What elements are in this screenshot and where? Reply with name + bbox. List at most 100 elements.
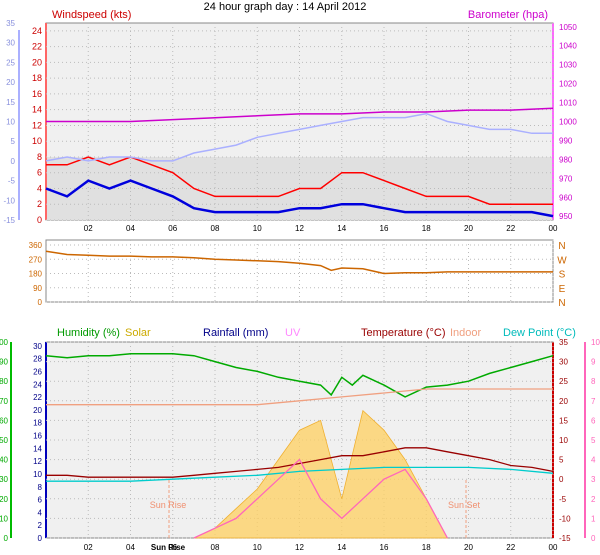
wind-time-tick: 18	[422, 224, 431, 233]
rainfall-tick: 24	[33, 380, 42, 389]
temperature-tick: -5	[559, 495, 567, 504]
uv-tick: 1	[591, 514, 596, 523]
outer-temp-tick: 30	[6, 39, 15, 48]
rainfall-tick: 26	[33, 367, 42, 376]
climate-time-tick: 02	[84, 543, 93, 552]
humidity-legend: Humidity (%)	[57, 327, 120, 339]
uv-ticks: 0 1 2 3 4 5 6 7 8 9 10	[591, 338, 600, 543]
direction-grid	[46, 240, 554, 303]
barometer-tick: 1030	[559, 61, 577, 70]
temperature-tick: 15	[559, 416, 568, 425]
wind-series-line	[45, 179, 554, 218]
direction-tick: 270	[29, 255, 43, 264]
wind-time-tick: 10	[253, 224, 262, 233]
barometer-ticks: 950 960 970 980 990 1000 1010 1020 1030 1040 1050	[559, 23, 577, 221]
outer-temp-tick: -10	[3, 196, 15, 205]
wind-time-tick: 16	[380, 224, 389, 233]
climate-time-tick: 16	[380, 543, 389, 552]
humidity-tick: 60	[0, 416, 9, 425]
wind-time-tick: 06	[168, 224, 177, 233]
direction-line	[45, 250, 553, 275]
windspeed-tick: 2	[37, 199, 42, 209]
humidity-tick: 100	[0, 338, 9, 347]
uv-tick: 4	[591, 456, 596, 465]
humidity-tick: 40	[0, 456, 9, 465]
compass-label: N	[558, 298, 565, 309]
rainfall-tick: 12	[33, 457, 42, 466]
temperature-tick: 20	[559, 397, 568, 406]
temperature-tick: 10	[559, 436, 568, 445]
temperature-tick: 30	[559, 358, 568, 367]
barometer-tick: 980	[559, 155, 573, 164]
rainfall-tick: 28	[33, 355, 42, 364]
rainfall-legend: Rainfall (mm)	[203, 327, 268, 339]
windspeed-tick: 12	[32, 120, 42, 130]
temperature-tick: 35	[559, 338, 568, 347]
wind-panel-grid	[46, 23, 554, 221]
climate-time-tick: 14	[337, 543, 346, 552]
humidity-tick: 10	[0, 514, 9, 523]
direction-series	[45, 250, 553, 275]
barometer-tick: 1010	[559, 99, 577, 108]
uv-tick: 7	[591, 397, 596, 406]
barometer-tick: 950	[559, 212, 573, 221]
climate-series-line	[46, 388, 553, 406]
wind-time-tick: 00	[549, 224, 558, 233]
rainfall-tick: 16	[33, 432, 42, 441]
humidity-ticks: 0 10 20 30 40 50 60 70 80 90 100	[0, 338, 9, 543]
barometer-tick: 960	[559, 193, 573, 202]
wind-time-tick: 22	[506, 224, 515, 233]
windspeed-tick: 14	[32, 105, 42, 115]
rainfall-tick: 14	[33, 444, 42, 453]
rainfall-tick: 30	[33, 342, 42, 351]
wind-time-tick: 02	[84, 224, 93, 233]
climate-grid	[46, 341, 554, 539]
barometer-tick: 1020	[559, 80, 577, 89]
humidity-tick: 80	[0, 377, 9, 386]
windspeed-tick: 6	[37, 168, 42, 178]
rainfall-tick: 4	[38, 508, 43, 517]
outer-temp-tick: 10	[6, 118, 15, 127]
climate-time-tick: 10	[253, 543, 262, 552]
wind-series-line	[46, 107, 554, 123]
outer-temp-ticks: -15 -10 -5 0 5 10 15 20 25 30 35	[3, 19, 15, 225]
outer-temp-tick: 0	[11, 157, 16, 166]
barometer-title: Barometer (hpa)	[468, 9, 548, 21]
climate-time-tick: 18	[422, 543, 431, 552]
barometer-tick: 1040	[559, 42, 577, 51]
windspeed-tick: 20	[32, 57, 42, 67]
windspeed-tick: 4	[37, 183, 42, 193]
windspeed-title: Windspeed (kts)	[52, 9, 131, 21]
climate-time-ticks: 02 04 06 08 10 12 14 16 18 20 22 00	[84, 543, 558, 552]
temperature-tick: 0	[559, 475, 564, 484]
outer-temp-tick: -15	[3, 216, 15, 225]
humidity-tick: 70	[0, 397, 9, 406]
climate-series-line	[46, 447, 554, 478]
rainfall-tick: 2	[38, 521, 43, 530]
windspeed-tick: 10	[32, 136, 42, 146]
uv-legend: UV	[285, 327, 301, 339]
uv-tick: 10	[591, 338, 600, 347]
temperature-tick: 5	[559, 456, 564, 465]
temperature-ticks: -15 -10 -5 0 5 10 15 20 25 30 35	[559, 338, 571, 543]
uv-tick: 3	[591, 475, 596, 484]
rainfall-tick: 20	[33, 406, 42, 415]
sunrise-label: Sun Rise	[150, 500, 187, 510]
wind-time-tick: 14	[337, 224, 346, 233]
compass-label: E	[559, 284, 566, 295]
dewpoint-legend: Dew Point (°C)	[503, 327, 576, 339]
barometer-tick: 970	[559, 174, 573, 183]
rainfall-tick: 8	[38, 483, 43, 492]
temperature-tick: 25	[559, 377, 568, 386]
climate-time-tick: 08	[211, 543, 220, 552]
rainfall-tick: 18	[33, 419, 42, 428]
barometer-tick: 1050	[559, 23, 577, 32]
wind-time-tick: 20	[464, 224, 473, 233]
climate-time-tick: 20	[464, 543, 473, 552]
climate-time-tick: 12	[295, 543, 304, 552]
direction-tick: 360	[29, 241, 43, 250]
